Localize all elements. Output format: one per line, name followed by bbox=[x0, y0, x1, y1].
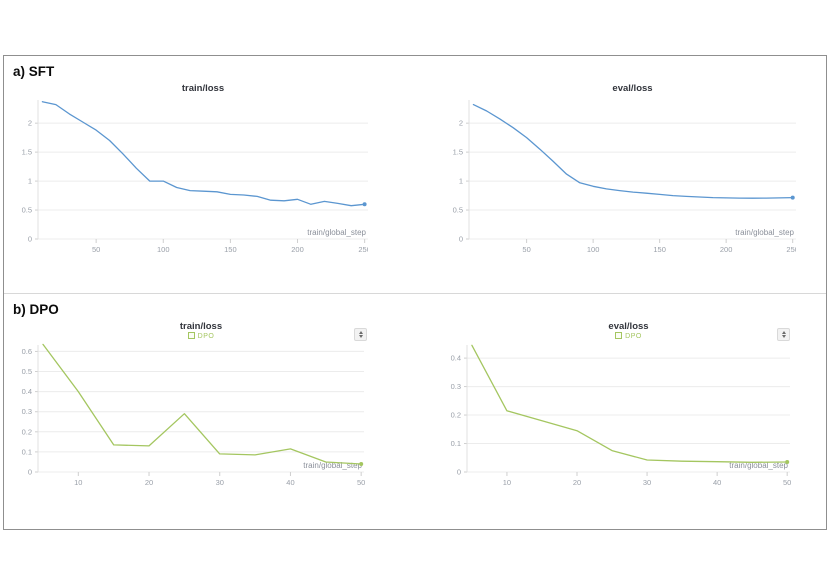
series-line bbox=[42, 343, 362, 465]
chart-options-stepper-button[interactable] bbox=[777, 328, 790, 341]
y-tick-label: 0.6 bbox=[22, 347, 32, 356]
series-line bbox=[471, 344, 788, 463]
x-tick-label: 250 bbox=[358, 245, 368, 254]
plot-area: 00.511.5250100150200250train/global_step bbox=[453, 100, 796, 254]
x-tick-label: 30 bbox=[216, 478, 224, 487]
y-tick-label: 0 bbox=[459, 235, 463, 244]
series-line bbox=[41, 101, 366, 207]
chart-title: train/loss bbox=[179, 321, 223, 332]
x-tick-label: 250 bbox=[786, 245, 796, 254]
chevron-up-icon bbox=[358, 331, 363, 334]
y-tick-label: 0.4 bbox=[22, 387, 32, 396]
section-b-label: b) DPO bbox=[13, 302, 59, 317]
x-axis-label: train/global_step bbox=[307, 228, 366, 237]
chevron-down-icon bbox=[358, 335, 363, 338]
plot-area: 00.511.5250100150200250train/global_step bbox=[22, 100, 368, 254]
chart-sft-train-loss: train/loss00.511.5250100150200250train/g… bbox=[20, 80, 368, 260]
x-axis-label: train/global_step bbox=[735, 228, 794, 237]
section-a-label: a) SFT bbox=[13, 64, 55, 79]
x-tick-label: 20 bbox=[145, 478, 153, 487]
x-tick-label: 10 bbox=[503, 478, 511, 487]
y-tick-label: 0.2 bbox=[451, 411, 461, 420]
x-tick-label: 40 bbox=[713, 478, 721, 487]
y-tick-label: 0.4 bbox=[451, 354, 461, 363]
x-tick-label: 150 bbox=[653, 245, 666, 254]
y-tick-label: 0 bbox=[28, 468, 32, 477]
y-tick-label: 1.5 bbox=[453, 148, 463, 157]
y-tick-label: 0 bbox=[457, 468, 461, 477]
y-tick-label: 0.5 bbox=[453, 206, 463, 215]
chart-dpo-train-loss: train/loss DPO 0 0.1 0.2 0.3 0.4 0.5 0.6 10 20 30 40… bbox=[20, 313, 372, 498]
series-end-dot bbox=[785, 460, 790, 464]
x-tick-label: 50 bbox=[783, 478, 791, 487]
plot-area: 0 0.1 0.2 0.3 0.4 10 20 30 40 50 train/global_step bbox=[451, 344, 791, 487]
chart-sft-eval-loss: eval/loss00.511.5250100150200250train/gl… bbox=[443, 80, 796, 260]
x-tick-label: 50 bbox=[357, 478, 365, 487]
x-tick-label: 50 bbox=[522, 245, 530, 254]
series-end-dot bbox=[359, 462, 364, 466]
legend-label: DPO bbox=[625, 333, 642, 340]
chart-dpo-eval-loss: eval/loss DPO 0 0.1 0.2 0.3 0.4 10 20 30 40 50 train… bbox=[443, 313, 795, 498]
x-tick-label: 150 bbox=[224, 245, 237, 254]
x-tick-label: 200 bbox=[291, 245, 304, 254]
series-line bbox=[472, 103, 794, 199]
y-tick-label: 0.1 bbox=[22, 447, 32, 456]
y-tick-label: 1 bbox=[28, 177, 32, 186]
series-end-dot bbox=[790, 195, 795, 200]
legend-checkbox-icon bbox=[187, 332, 195, 339]
x-tick-label: 20 bbox=[573, 478, 581, 487]
x-tick-label: 100 bbox=[157, 245, 170, 254]
y-tick-label: 0.2 bbox=[22, 427, 32, 436]
chart-title: eval/loss bbox=[608, 321, 649, 332]
legend-label: DPO bbox=[197, 333, 215, 340]
plot-area: 0 0.1 0.2 0.3 0.4 0.5 0.6 10 20 30 40 50 train/globa… bbox=[22, 343, 365, 487]
section-divider bbox=[4, 293, 826, 294]
y-tick-label: 2 bbox=[28, 119, 32, 128]
y-tick-label: 1 bbox=[459, 177, 463, 186]
x-tick-label: 30 bbox=[643, 478, 651, 487]
legend-checkbox-icon bbox=[615, 332, 623, 339]
y-tick-label: 2 bbox=[459, 119, 463, 128]
y-tick-label: 0.1 bbox=[451, 439, 461, 448]
y-tick-label: 0.3 bbox=[22, 407, 32, 416]
y-tick-label: 0.5 bbox=[22, 367, 32, 376]
series-end-dot bbox=[362, 202, 367, 207]
x-tick-label: 40 bbox=[286, 478, 294, 487]
x-tick-label: 200 bbox=[720, 245, 733, 254]
x-tick-label: 50 bbox=[92, 245, 100, 254]
chart-options-stepper-button[interactable] bbox=[354, 328, 367, 341]
chart-legend[interactable]: DPO bbox=[467, 332, 790, 340]
x-axis-label: train/global_step bbox=[303, 461, 362, 470]
y-tick-label: 1.5 bbox=[22, 148, 32, 157]
y-tick-label: 0 bbox=[28, 235, 32, 244]
chart-title: train/loss bbox=[181, 83, 225, 94]
chevron-down-icon bbox=[781, 335, 786, 338]
chart-title: eval/loss bbox=[612, 83, 653, 94]
x-tick-label: 10 bbox=[74, 478, 82, 487]
chevron-up-icon bbox=[781, 331, 786, 334]
figure-panel: a) SFT train/loss00.511.5250100150200250… bbox=[3, 55, 827, 530]
x-axis-label: train/global_step bbox=[729, 461, 788, 470]
x-tick-label: 100 bbox=[587, 245, 600, 254]
y-tick-label: 0.3 bbox=[451, 382, 461, 391]
y-tick-label: 0.5 bbox=[22, 206, 32, 215]
chart-legend[interactable]: DPO bbox=[38, 332, 364, 340]
